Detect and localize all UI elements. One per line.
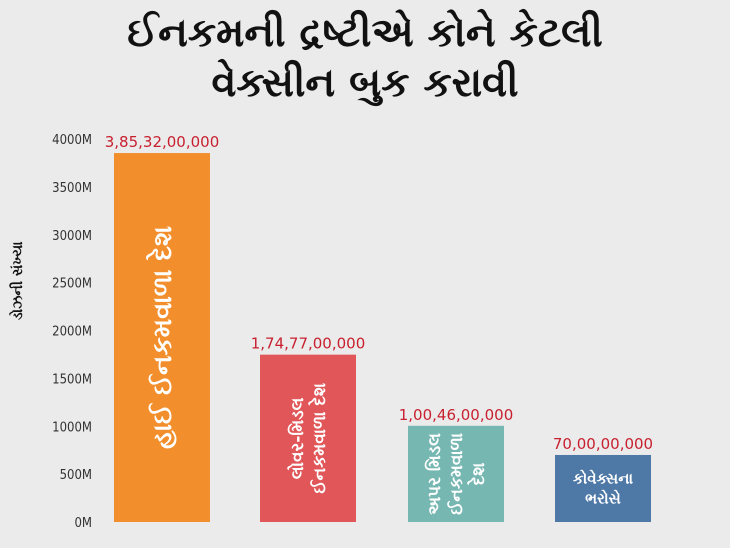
bar — [555, 454, 651, 522]
bar — [408, 425, 504, 522]
y-tick-label: 2500M — [52, 277, 92, 292]
data-label: 3,85,32,00,000 — [105, 133, 220, 151]
data-label: 1,00,46,00,000 — [399, 406, 514, 424]
y-tick-label: 500M — [60, 468, 92, 483]
bar-label-line: ઈનકમવાળા દેશ — [307, 383, 330, 494]
chart-title-line-2: વેક્સીન બુક કરાવી — [211, 60, 519, 106]
bar-label-line: કોવેક્સના — [573, 469, 633, 488]
y-tick-label: 1000M — [52, 420, 92, 435]
bar-label-line: અપર મિડલ — [424, 433, 445, 515]
chart-title-line-1: ઈનકમની દ્રષ્ટીએ કોને કેટલી — [127, 10, 603, 56]
bar-label-line: દેશ — [466, 463, 489, 486]
bar-label: લોવર-મિડલ ઈનકમવાળા દેશ — [286, 383, 330, 494]
bar-label: અપર મિડલ ઈનકમવાળા દેશ — [424, 433, 489, 515]
bar-label-line: ભરોસે — [585, 489, 621, 508]
y-tick-label: 3000M — [52, 229, 92, 244]
y-tick-label: 2000M — [52, 325, 92, 340]
bar-label-line: ઈનકમવાળા — [446, 433, 467, 515]
y-tick-label: 1500M — [52, 372, 92, 387]
y-tick-label: 0M — [74, 516, 92, 531]
bar — [114, 153, 210, 523]
bar-label-line: લોવર-મિડલ — [286, 397, 308, 479]
data-label: 1,74,77,00,000 — [251, 335, 366, 353]
y-tick-label: 3500M — [52, 181, 92, 196]
bar-label-line: હાઈ ઈનકમવાળા દેશ — [146, 226, 178, 449]
data-label: 70,00,00,000 — [553, 435, 653, 453]
y-tick-label: 4000M — [52, 133, 92, 148]
chart-title: ઈનકમની દ્રષ્ટીએ કોને કેટલી વેક્સીન બુક ક… — [0, 8, 730, 108]
bar — [260, 354, 356, 522]
bar-label: હાઈ ઈનકમવાળા દેશ — [146, 226, 178, 449]
